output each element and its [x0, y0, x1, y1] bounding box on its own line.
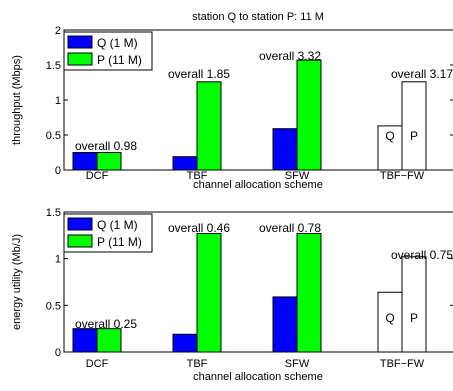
overall-annotation: overall 3.17 — [391, 67, 453, 81]
y-axis-label: energy utility (Mb/J) — [11, 234, 23, 330]
overall-annotation: overall 0.78 — [259, 221, 321, 235]
bar-q — [72, 152, 98, 171]
legend-swatch-q — [67, 217, 93, 231]
bar-letter: Q — [385, 311, 394, 325]
bar-q — [72, 328, 98, 353]
overall-annotation: overall 0.98 — [75, 139, 137, 153]
bar-letter: Q — [385, 129, 394, 143]
y-tick-label: 0 — [55, 165, 61, 177]
x-tick-label: DCF — [86, 358, 109, 370]
x-tick-label: DCF — [86, 170, 109, 182]
legend-label-q: Q (1 M) — [97, 36, 138, 50]
y-tick-label: 1.5 — [46, 60, 61, 72]
bar-q — [377, 291, 403, 353]
x-tick-label: TBF−FW — [380, 170, 425, 182]
bar-p — [296, 59, 322, 171]
bar-letter: P — [410, 129, 418, 143]
x-tick-label: TBF — [187, 358, 208, 370]
legend: Q (1 M) P (11 M) — [63, 213, 153, 253]
legend-swatch-p — [67, 52, 93, 66]
energy-utility-chart: 0 0.5 1 1.5 energy utility (Mb/J) DCF overall … — [11, 207, 453, 383]
legend: Q (1 M) P (11 M) — [63, 31, 153, 71]
bar-q — [272, 128, 298, 171]
x-tick-label: SFW — [285, 170, 310, 182]
bar-p — [401, 81, 427, 171]
y-tick-label: 1 — [55, 254, 61, 266]
y-tick-label: 1.5 — [46, 207, 61, 219]
bar-letter: P — [410, 311, 418, 325]
overall-annotation: overall 3.32 — [259, 49, 321, 63]
bar-p — [296, 232, 322, 353]
x-tick-label: TBF — [187, 170, 208, 182]
figure-title: station Q to station P: 11 M — [192, 11, 324, 23]
bar-q — [172, 333, 198, 353]
x-tick-label: TBF−FW — [380, 358, 425, 370]
overall-annotation: overall 1.85 — [168, 67, 230, 81]
y-axis-label: throughput (Mbps) — [11, 55, 23, 145]
plot-area — [63, 211, 453, 353]
x-axis-label: channel allocation scheme — [193, 179, 323, 191]
bar-q — [172, 156, 198, 171]
throughput-chart: 0 0.5 1 1.5 2 throughput (Mbps) DCF overall 0.9… — [11, 25, 453, 191]
y-tick-label: 0.5 — [46, 130, 61, 142]
overall-annotation: overall 0.25 — [75, 317, 137, 331]
legend-label-q: Q (1 M) — [97, 218, 138, 232]
bar-p — [401, 256, 427, 353]
bar-p — [196, 232, 222, 353]
legend-swatch-q — [67, 35, 93, 49]
bar-p — [196, 81, 222, 171]
x-axis-label: channel allocation scheme — [193, 371, 323, 383]
legend-swatch-p — [67, 234, 93, 248]
bar-p — [96, 152, 122, 171]
bar-q — [272, 296, 298, 353]
y-tick-label: 0.5 — [46, 300, 61, 312]
legend-label-p: P (11 M) — [97, 235, 142, 249]
y-tick-label: 0 — [55, 347, 61, 359]
overall-annotation: overall 0.46 — [168, 221, 230, 235]
bar-p — [96, 328, 122, 353]
y-tick-label: 1 — [55, 95, 61, 107]
x-tick-label: SFW — [285, 358, 310, 370]
legend-label-p: P (11 M) — [97, 53, 142, 67]
bar-q — [377, 125, 403, 171]
overall-annotation: overall 0.75 — [391, 248, 453, 262]
y-tick-label: 2 — [55, 25, 61, 37]
